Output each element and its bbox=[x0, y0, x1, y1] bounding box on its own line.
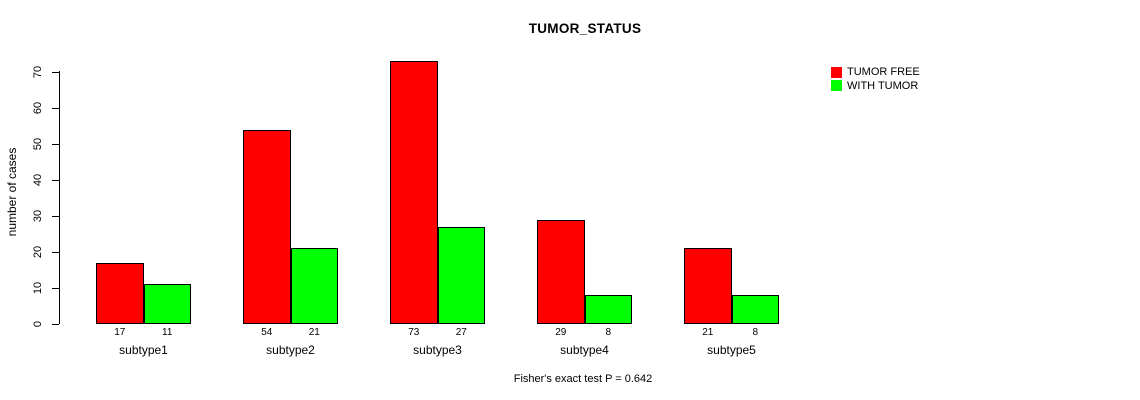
y-tick-60 bbox=[52, 107, 59, 109]
bar-with-tumor-subtype1 bbox=[143, 284, 191, 324]
y-tick-label-30: 30 bbox=[32, 209, 44, 223]
legend-label-tumor-free: TUMOR FREE bbox=[847, 66, 920, 78]
y-tick-70 bbox=[52, 71, 59, 73]
bar-with-tumor-subtype3 bbox=[437, 226, 485, 324]
bar-tumor-free-subtype5 bbox=[684, 248, 732, 324]
bar-tumor-free-subtype3 bbox=[390, 61, 438, 324]
legend-label-with-tumor: WITH TUMOR bbox=[847, 79, 919, 92]
bar-with-tumor-subtype5 bbox=[731, 295, 779, 324]
bar-value-label-subtype1-1: 11 bbox=[162, 327, 173, 338]
bar-value-label-subtype3-0: 73 bbox=[408, 327, 420, 338]
y-tick-label-40: 40 bbox=[32, 173, 44, 187]
bar-value-label-subtype2-0: 54 bbox=[261, 327, 273, 338]
category-label-subtype2: subtype2 bbox=[266, 343, 315, 357]
y-tick-50 bbox=[52, 143, 59, 145]
annotation-fishers-test: Fisher's exact test P = 0.642 bbox=[513, 373, 653, 385]
y-tick-30 bbox=[52, 215, 59, 217]
bar-with-tumor-subtype2 bbox=[290, 248, 338, 324]
category-label-subtype4: subtype4 bbox=[560, 343, 609, 357]
bar-value-label-subtype5-0: 21 bbox=[702, 327, 714, 338]
bar-value-label-subtype4-0: 29 bbox=[555, 327, 567, 338]
y-tick-label-50: 50 bbox=[32, 137, 44, 151]
y-axis-line bbox=[59, 71, 60, 324]
bar-value-label-subtype3-1: 27 bbox=[455, 327, 467, 338]
bar-value-label-subtype4-1: 8 bbox=[605, 327, 612, 338]
category-label-subtype5: subtype5 bbox=[707, 343, 756, 357]
y-tick-10 bbox=[52, 287, 59, 289]
y-tick-0 bbox=[52, 323, 59, 325]
category-label-subtype3: subtype3 bbox=[413, 343, 462, 357]
bar-tumor-free-subtype4 bbox=[537, 219, 585, 324]
y-tick-label-10: 10 bbox=[32, 281, 44, 295]
bar-value-label-subtype2-1: 21 bbox=[308, 327, 320, 338]
y-tick-20 bbox=[52, 251, 59, 253]
y-axis-label: number of cases bbox=[5, 147, 19, 237]
y-tick-40 bbox=[52, 179, 59, 181]
legend-swatch-tumor-free bbox=[831, 66, 842, 78]
y-tick-label-20: 20 bbox=[32, 245, 44, 259]
chart-title: TUMOR_STATUS bbox=[528, 21, 642, 36]
bar-value-label-subtype1-0: 17 bbox=[114, 327, 126, 338]
y-tick-label-60: 60 bbox=[32, 101, 44, 115]
bar-tumor-free-subtype1 bbox=[96, 262, 144, 324]
legend-swatch-with-tumor bbox=[831, 80, 842, 91]
legend-item-with-tumor: WITH TUMOR bbox=[831, 80, 918, 92]
bar-with-tumor-subtype4 bbox=[584, 295, 632, 324]
legend-item-tumor-free: TUMOR FREE bbox=[831, 66, 920, 78]
category-label-subtype1: subtype1 bbox=[119, 343, 168, 357]
y-tick-label-70: 70 bbox=[32, 65, 44, 79]
y-tick-label-0: 0 bbox=[32, 320, 44, 328]
bar-tumor-free-subtype2 bbox=[243, 129, 291, 324]
bar-value-label-subtype5-1: 8 bbox=[752, 327, 759, 338]
